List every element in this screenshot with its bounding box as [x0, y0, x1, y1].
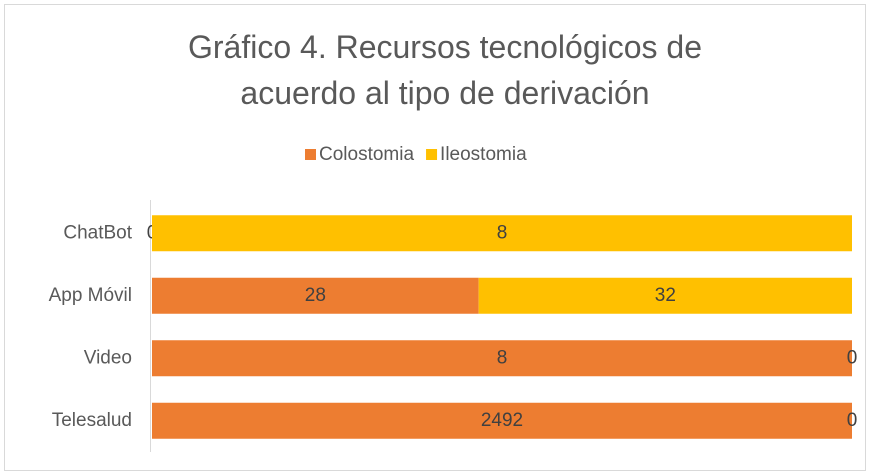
legend-label: Ileostomia — [440, 144, 527, 165]
data-label: 32 — [655, 285, 676, 306]
bar-segment — [152, 340, 852, 377]
legend-label: Colostomia — [319, 144, 414, 165]
y-tick-label: Video — [84, 347, 132, 368]
legend-swatch — [426, 149, 438, 160]
y-tick-label: App Móvil — [49, 285, 132, 306]
data-label: 28 — [305, 285, 326, 306]
y-tick-label: Telesalud — [52, 410, 132, 431]
y-tick-label: ChatBot — [63, 222, 132, 243]
data-label: 0 — [847, 347, 858, 368]
data-label: 2492 — [481, 410, 523, 431]
bar-segment — [152, 215, 852, 252]
bar-segment — [152, 277, 479, 314]
data-label: 8 — [497, 347, 508, 368]
bar-segment — [152, 402, 852, 439]
data-label: 0 — [847, 410, 858, 431]
data-label: 8 — [497, 222, 508, 243]
legend-swatch — [305, 149, 316, 160]
chart-title: Gráfico 4. Recursos tecnológicos de acuer… — [188, 29, 702, 111]
bar-segment — [478, 277, 852, 314]
